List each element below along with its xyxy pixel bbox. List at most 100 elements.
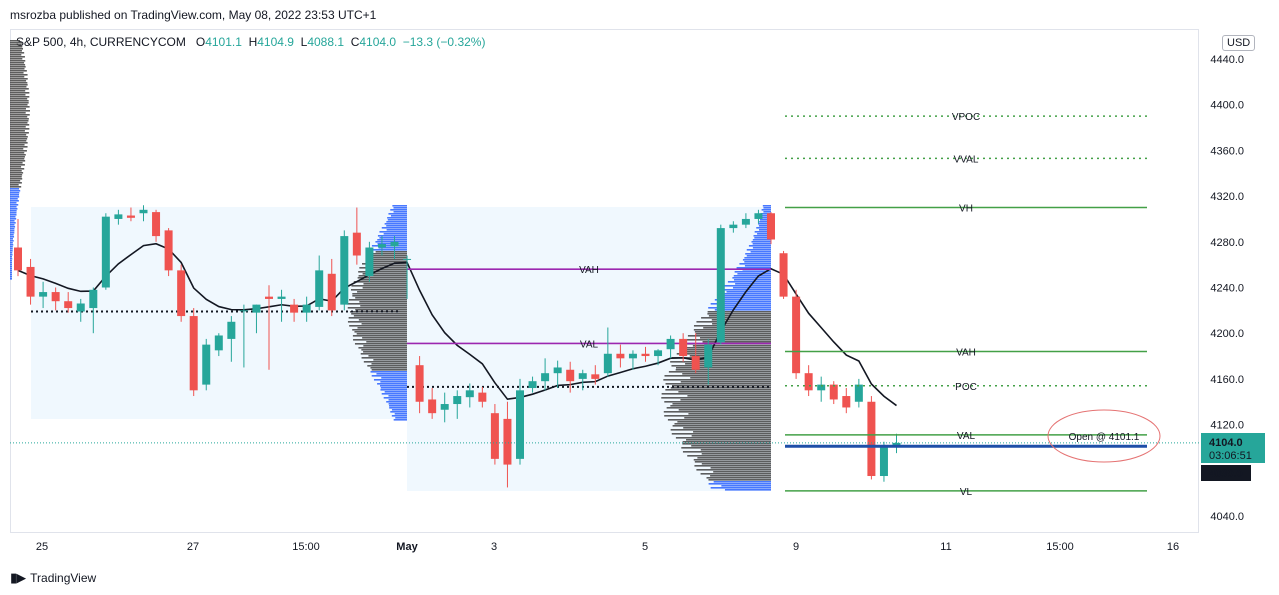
profile-bar [373, 379, 407, 381]
profile-bar [678, 391, 771, 393]
profile-bar [391, 415, 407, 417]
candle-body [691, 356, 700, 370]
y-tick-label: 4160.0 [1210, 374, 1244, 386]
profile-bar [666, 407, 771, 409]
profile-bar [355, 297, 407, 299]
profile-bar [10, 126, 26, 128]
profile-bar [10, 76, 25, 78]
profile-bar [663, 411, 771, 413]
profile-bar [10, 160, 26, 162]
profile-bar [678, 409, 771, 411]
profile-bar [759, 217, 771, 219]
profile-bar [10, 80, 27, 82]
profile-bar [720, 295, 771, 297]
candle-body [89, 289, 98, 309]
profile-bar [10, 214, 17, 216]
profile-bar [680, 381, 771, 383]
candle-body [76, 303, 85, 312]
profile-bar [661, 397, 771, 399]
profile-bar [384, 223, 407, 225]
candle-body [465, 390, 474, 398]
profile-bar [760, 213, 771, 215]
profile-bar [752, 243, 771, 245]
profile-bar [351, 313, 407, 315]
profile-bar [10, 68, 25, 70]
profile-bar [10, 252, 13, 254]
current-price-tag [1201, 433, 1265, 463]
candle-body [804, 373, 813, 391]
profile-bar [691, 445, 771, 447]
profile-bar [10, 224, 15, 226]
profile-bar [707, 313, 771, 315]
profile-bar [357, 277, 407, 279]
tradingview-brand[interactable]: ▮▶ TradingView [10, 570, 96, 586]
profile-bar [663, 379, 771, 381]
profile-bar [10, 218, 17, 220]
profile-bar [10, 176, 22, 178]
profile-bar [357, 327, 407, 329]
profile-bar [388, 403, 407, 405]
profile-bar [10, 108, 26, 110]
profile-bar [713, 471, 771, 473]
candle-body [290, 304, 299, 313]
profile-bar [10, 136, 28, 138]
candle-body [26, 266, 35, 297]
profile-bar [10, 274, 12, 276]
profile-bar [694, 461, 771, 463]
profile-bar [703, 327, 771, 329]
profile-bar [362, 263, 407, 265]
profile-bar [10, 82, 28, 84]
symbol-name[interactable]: S&P 500, 4h, CURRENCYCOM [16, 35, 186, 49]
y-tick-label: 4280.0 [1210, 237, 1244, 249]
profile-bar [706, 477, 771, 479]
profile-bar [10, 86, 27, 88]
profile-bar [664, 375, 771, 377]
countdown-label: 03:06:51 [1209, 450, 1252, 462]
profile-bar [744, 261, 771, 263]
y-tick-label: 4440.0 [1210, 54, 1244, 66]
profile-bar [10, 92, 30, 94]
x-tick-label: 9 [793, 541, 799, 553]
profile-bar [742, 259, 771, 261]
profile-bar [10, 142, 28, 144]
profile-bar [10, 270, 12, 272]
profile-bar [393, 207, 407, 209]
profile-bar [10, 240, 14, 242]
profile-bar [394, 413, 407, 415]
candle-body [490, 413, 499, 459]
profile-bar [371, 375, 407, 377]
x-tick-label: 25 [36, 541, 48, 553]
x-tick-label: 15:00 [292, 541, 320, 553]
profile-bar [10, 48, 23, 50]
candle-body [214, 335, 223, 351]
profile-bar [761, 215, 771, 217]
candle-body [377, 244, 386, 248]
profile-bar [378, 247, 407, 249]
profile-bar [367, 365, 407, 367]
profile-bar [395, 417, 407, 419]
profile-bar [733, 275, 771, 277]
open-value: 4101.1 [205, 35, 242, 49]
currency-button[interactable]: USD [1222, 35, 1256, 51]
profile-bar [363, 345, 407, 347]
profile-bar [10, 266, 12, 268]
candle-body [440, 404, 449, 410]
profile-bar [761, 209, 771, 211]
profile-bar [734, 271, 771, 273]
volume-profile-left [10, 40, 30, 280]
profile-bar [360, 353, 407, 355]
profile-bar [10, 238, 14, 240]
candle-body [716, 228, 725, 343]
profile-bar [386, 401, 407, 403]
profile-bar [10, 66, 26, 68]
candle-body [704, 344, 713, 368]
candle-body [566, 369, 575, 382]
candle-body [64, 301, 73, 309]
profile-bar [388, 399, 407, 401]
profile-bar [358, 275, 407, 277]
profile-bar [380, 389, 407, 391]
profile-bar [386, 221, 407, 223]
profile-bar [10, 140, 27, 142]
profile-bar [381, 393, 407, 395]
